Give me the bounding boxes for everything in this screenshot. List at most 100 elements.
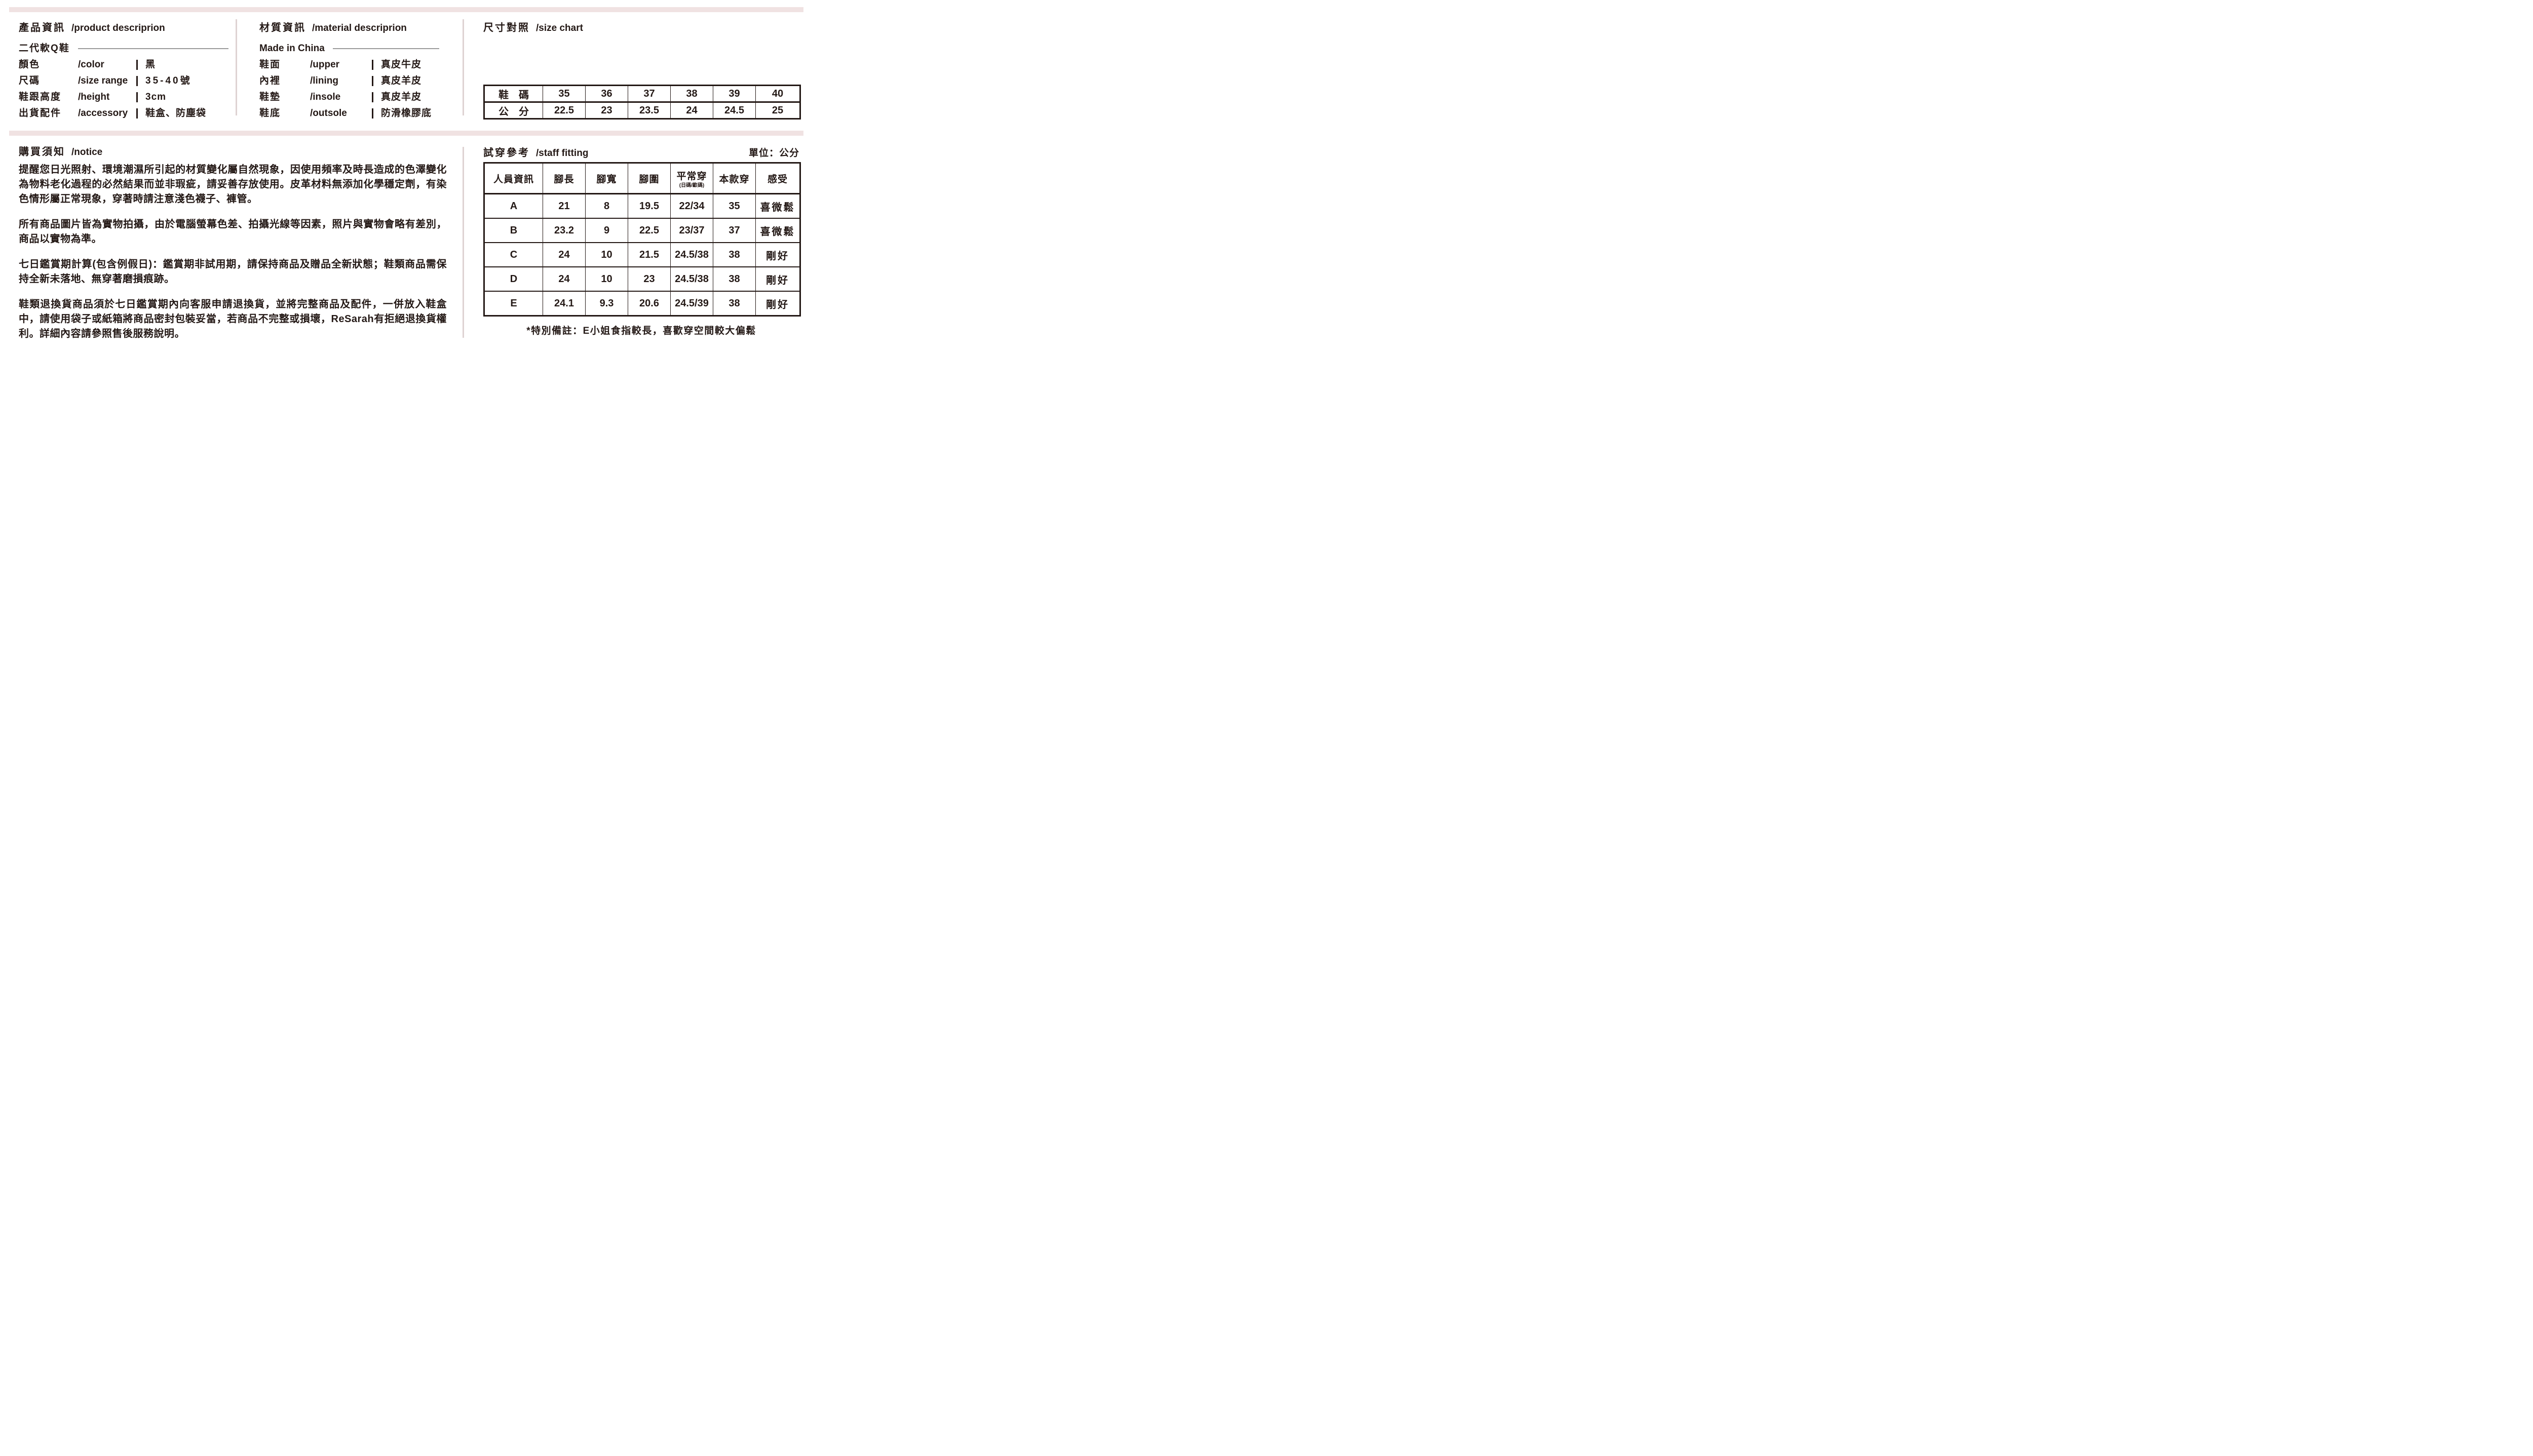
- staff-cell: 24.5/39: [670, 291, 713, 316]
- info-label-en: /upper: [310, 59, 340, 70]
- size-chart-size-row: 鞋 碼 35 36 37 38 39 40: [484, 85, 800, 103]
- staff-cell: 19.5: [628, 193, 671, 219]
- staff-fitting-title-en: /staff fitting: [536, 148, 589, 159]
- product-info-heading: 產品資訊 /product descriprion: [19, 21, 232, 35]
- staff-cell: 24.5/38: [670, 242, 713, 267]
- staff-cell: 23: [628, 266, 671, 292]
- size-cell: 39: [713, 85, 756, 103]
- info-label-en: /height: [78, 92, 110, 102]
- staff-fitting-heading: 試穿參考 /staff fitting: [483, 146, 588, 160]
- subtitle-rule: [332, 48, 439, 49]
- material-info-section: 材質資訊 /material descriprion Made in China…: [259, 21, 462, 119]
- value-separator: [372, 92, 373, 102]
- info-label-zh: 鞋跟高度: [19, 92, 62, 102]
- notice-paragraphs: 提醒您日光照射、環境潮濕所引起的材質變化屬自然現象，因使用頻率及時長造成的色澤變…: [19, 163, 447, 341]
- staff-header-cell: 腳長: [543, 163, 586, 194]
- notice-paragraph: 七日鑑賞期計算(包含例假日)：鑑賞期非試用期，請保持商品及贈品全新狀態；鞋類商品…: [19, 259, 447, 285]
- value-separator: [372, 76, 373, 86]
- info-value: 35-40號: [145, 75, 192, 86]
- staff-cell: 24: [543, 242, 586, 267]
- staff-footnote: *特別備註：E小姐食指較長，喜歡穿空間較大偏鬆: [526, 326, 756, 336]
- staff-cell: 9: [585, 218, 628, 243]
- staff-cell: 8: [585, 193, 628, 219]
- size-cell: 37: [628, 85, 671, 103]
- info-label-zh: 尺碼: [19, 75, 41, 86]
- staff-header-cell: 人員資訊: [484, 163, 543, 194]
- staff-cell: 23.2: [543, 218, 586, 243]
- info-value: 黑: [145, 59, 156, 70]
- staff-header-cell-usual: 平常穿 (日碼/歐碼): [670, 163, 713, 194]
- staff-cell-feel: 剛好: [755, 291, 800, 316]
- cm-cell: 23.5: [628, 102, 671, 119]
- cm-cell: 24: [670, 102, 713, 119]
- top-accent-bar: [9, 7, 803, 12]
- staff-cell: 10: [585, 242, 628, 267]
- staff-cell-feel: 喜微鬆: [755, 193, 800, 219]
- staff-fitting-title-zh: 試穿參考: [483, 147, 530, 159]
- staff-cell: 23/37: [670, 218, 713, 243]
- info-label-en: /accessory: [78, 108, 128, 119]
- notice-paragraph: 鞋類退換貨商品須於七日鑑賞期內向客服申請退換貨，並將完整商品及配件，一併放入鞋盒…: [19, 299, 447, 339]
- column-divider-2: [463, 19, 464, 115]
- size-cell: 40: [755, 85, 800, 103]
- staff-fitting-table: 人員資訊 腳長 腳寬 腳圍 平常穿 (日碼/歐碼) 本款穿 感受 A 21 8: [483, 162, 801, 317]
- staff-cell: 24.5/38: [670, 266, 713, 292]
- info-label-zh: 鞋面: [259, 59, 281, 70]
- notice-heading: 購買須知 /notice: [19, 145, 447, 159]
- subtitle-rule: [78, 48, 228, 49]
- column-divider-3: [463, 147, 464, 338]
- staff-cell: E: [484, 291, 543, 316]
- staff-header-cell: 腳寬: [585, 163, 628, 194]
- staff-cell: 35: [713, 193, 756, 219]
- unit-label: 單位：公分: [748, 148, 799, 159]
- staff-cell: 37: [713, 218, 756, 243]
- info-row-upper: 鞋面 /upper 真皮牛皮: [259, 59, 462, 70]
- staff-row-C: C 24 10 21.5 24.5/38 38 剛好: [484, 242, 800, 267]
- material-info-title-zh: 材質資訊: [259, 22, 306, 33]
- staff-row-E: E 24.1 9.3 20.6 24.5/39 38 剛好: [484, 291, 800, 316]
- size-chart-section: 尺寸對照 /size chart 鞋 碼 35 36 37 38 39 40: [483, 21, 801, 120]
- value-separator: [136, 76, 138, 86]
- notice-title-zh: 購買須知: [19, 146, 65, 158]
- size-row-label: 鞋 碼: [484, 85, 543, 103]
- info-value: 真皮牛皮: [381, 59, 422, 70]
- notice-section: 購買須知 /notice 提醒您日光照射、環境潮濕所引起的材質變化屬自然現象，因…: [19, 145, 447, 349]
- size-chart-table: 鞋 碼 35 36 37 38 39 40 公 分 22.5 23 23.5 2…: [483, 85, 801, 120]
- staff-cell: C: [484, 242, 543, 267]
- cm-row-label: 公 分: [484, 102, 543, 119]
- staff-cell: 38: [713, 291, 756, 316]
- staff-cell: 10: [585, 266, 628, 292]
- cm-cell: 23: [585, 102, 628, 119]
- staff-header-usual-sub: (日碼/歐碼): [679, 182, 705, 188]
- info-label-en: /size range: [78, 75, 128, 86]
- staff-cell: A: [484, 193, 543, 219]
- staff-header-usual-label: 平常穿: [676, 171, 707, 182]
- info-value: 防滑橡膠底: [381, 108, 432, 119]
- staff-header-cell: 腳圍: [628, 163, 671, 194]
- cm-cell: 24.5: [713, 102, 756, 119]
- staff-cell: 9.3: [585, 291, 628, 316]
- size-chart-cm-row: 公 分 22.5 23 23.5 24 24.5 25: [484, 102, 800, 119]
- staff-cell-feel: 剛好: [755, 242, 800, 267]
- info-label-zh: 出貨配件: [19, 108, 62, 119]
- info-label-zh: 鞋墊: [259, 92, 281, 102]
- made-in-label: Made in China: [259, 43, 325, 54]
- staff-cell: 24.1: [543, 291, 586, 316]
- notice-paragraph: 所有商品圖片皆為實物拍攝，由於電腦螢幕色差、拍攝光線等因素，照片與實物會略有差別…: [19, 219, 447, 245]
- info-row-insole: 鞋墊 /insole 真皮羊皮: [259, 92, 462, 103]
- staff-cell: 21: [543, 193, 586, 219]
- middle-accent-bar: [9, 131, 803, 136]
- info-value: 鞋盒、防塵袋: [145, 108, 207, 119]
- staff-cell: 22/34: [670, 193, 713, 219]
- notice-paragraph: 提醒您日光照射、環境潮濕所引起的材質變化屬自然現象，因使用頻率及時長造成的色澤變…: [19, 164, 447, 205]
- product-model-name: 二代軟Q鞋: [19, 43, 70, 54]
- info-value: 3cm: [145, 92, 167, 102]
- value-separator: [372, 108, 373, 119]
- staff-cell: B: [484, 218, 543, 243]
- product-info-title-en: /product descriprion: [71, 23, 165, 33]
- product-info-section: 產品資訊 /product descriprion 二代軟Q鞋 顏色 /colo…: [19, 21, 232, 119]
- info-label-zh: 顏色: [19, 59, 41, 70]
- size-chart-title-en: /size chart: [536, 23, 583, 33]
- made-in-row: Made in China: [259, 43, 462, 54]
- notice-title-en: /notice: [71, 147, 103, 158]
